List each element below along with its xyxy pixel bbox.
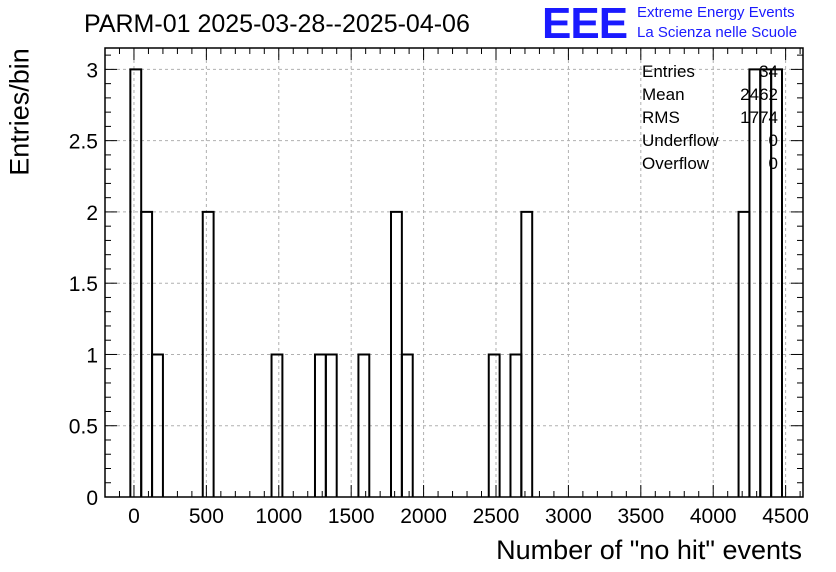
histogram-bin [270,353,284,497]
stats-label: Overflow [642,154,710,173]
stats-value: 1774 [740,108,778,127]
histogram-bin [770,68,784,497]
histogram-bin [400,353,414,497]
axis-ticks [104,48,803,498]
stats-row: Overflow 0 [642,152,778,175]
y-tick-label: 1.5 [69,273,98,296]
x-tick-label: 1500 [328,505,375,528]
x-tick-label: 500 [189,505,224,528]
stats-label: Underflow [642,131,719,150]
axis-tick-labels: 0 500 1000 1500 2000 2500 3000 3500 4000 4500 0 0.5… [69,59,809,528]
histogram-series [129,68,784,497]
stats-label: Mean [642,85,685,104]
histogram-bin [201,210,215,497]
logo-line-1: Extreme Energy Events [637,4,795,21]
stats-value: 0 [768,154,778,173]
x-axis-label: Number of "no hit" events [496,535,802,565]
stats-label: Entries [642,62,695,81]
grid-lines [105,48,803,497]
histogram-bin [487,353,501,497]
stats-box: Entries 34 Mean 2462 RMS 1774 Underflow … [642,60,778,175]
stats-row: Underflow 0 [642,129,778,152]
y-tick-label: 2.5 [69,131,98,154]
y-tick-label: 2 [86,202,98,225]
x-tick-label: 4500 [762,505,809,528]
stats-value: 2462 [740,85,778,104]
chart-title: PARM-01 2025-03-28--2025-04-06 [84,10,470,38]
stats-value: 34 [759,62,778,81]
histogram-bin [324,353,338,497]
x-tick-label: 2500 [473,505,520,528]
eee-logo: EEE [542,0,628,48]
x-tick-label: 4000 [690,505,737,528]
y-tick-label: 1 [86,344,98,367]
y-tick-label: 0.5 [69,416,98,439]
y-tick-label: 3 [86,59,98,82]
stats-row: Entries 34 [642,60,778,83]
x-tick-label: 2000 [400,505,447,528]
logo-line-2: La Scienza nelle Scuole [637,24,798,41]
stats-row: Mean 2462 [642,83,778,106]
stats-label: RMS [642,108,680,127]
histogram-bin [151,353,164,497]
stats-value: 0 [768,131,778,150]
x-tick-label: 3500 [617,505,664,528]
histogram-bin [520,210,534,497]
x-tick-label: 3000 [545,505,592,528]
x-tick-label: 0 [128,505,140,528]
x-tick-label: 1000 [255,505,302,528]
plot-frame [104,47,804,498]
y-axis-label: Entries/bin [4,48,35,176]
y-tick-label: 0 [86,487,98,510]
histogram-bin [357,353,371,497]
stats-row: RMS 1774 [642,106,778,129]
